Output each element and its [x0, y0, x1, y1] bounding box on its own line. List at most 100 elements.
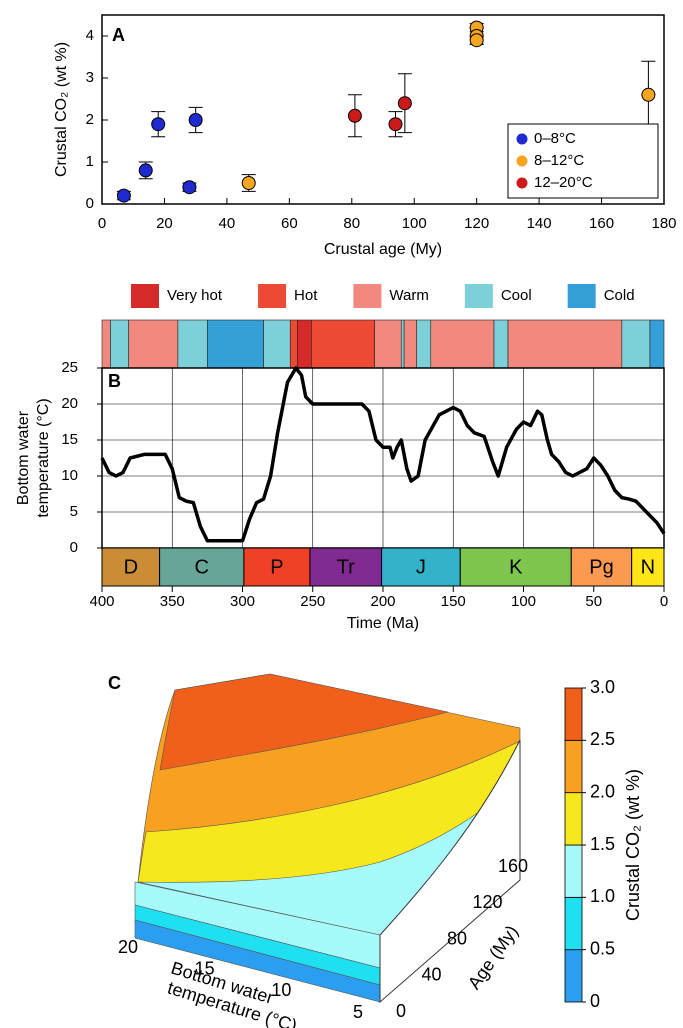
x-tick-label: 140 [527, 215, 552, 232]
climate-band [403, 319, 418, 369]
x-tick-label: 20 [156, 215, 173, 232]
y-tick-label: 0 [86, 195, 94, 212]
legend-label: Warm [389, 287, 428, 304]
panel-label: C [108, 673, 121, 693]
data-point [182, 180, 197, 195]
data-point [116, 188, 131, 203]
x-tick-label: 400 [89, 593, 114, 610]
colorbar-tick-label: 3.0 [590, 677, 615, 697]
y-tick-label: 40 [422, 965, 442, 985]
y-axis-label: temperature (°C) [35, 398, 52, 517]
legend-swatch [131, 284, 159, 308]
colorbar-tick-label: 2.0 [590, 781, 615, 801]
y-tick-label: 10 [61, 467, 78, 484]
y-axis-label: Age (My) [464, 922, 522, 993]
x-tick-label: 50 [585, 593, 602, 610]
period-label: N [641, 556, 655, 578]
y-tick-label: 3 [86, 69, 94, 86]
x-tick-label: 120 [464, 215, 489, 232]
climate-band [207, 319, 264, 369]
x-tick-label: 160 [589, 215, 614, 232]
climate-band [289, 319, 298, 369]
legend-swatch [258, 284, 287, 308]
climate-band [311, 319, 375, 369]
legend-swatch [464, 284, 493, 308]
data-point [397, 96, 412, 111]
legend-label: Very hot [167, 287, 223, 304]
x-tick-label: 0 [660, 593, 668, 610]
colorbar-tick-label: 0.5 [590, 938, 615, 958]
data-point [241, 176, 256, 190]
period-box [570, 547, 633, 587]
legend-label: Hot [294, 287, 318, 304]
x-tick-label: 40 [219, 215, 236, 232]
climate-band [400, 319, 405, 369]
legend-box [507, 123, 659, 199]
x-tick-label: 80 [343, 215, 360, 232]
period-box [381, 547, 461, 587]
x-tick-label: 60 [281, 215, 298, 232]
period-box [459, 547, 572, 587]
period-box [631, 547, 665, 587]
colorbar-segment [564, 687, 583, 741]
climate-band [649, 319, 665, 369]
period-box [243, 547, 311, 587]
period-label: K [509, 556, 523, 578]
period-label: Tr [337, 556, 355, 578]
y-tick-label: 4 [86, 27, 94, 44]
colorbar-segment [564, 949, 583, 1003]
climate-band [507, 319, 623, 369]
period-label: P [270, 556, 283, 578]
climate-band [110, 319, 129, 369]
colorbar-tick-label: 1.5 [590, 834, 615, 854]
surface-plot [134, 673, 521, 1004]
colorbar-segment [564, 844, 583, 898]
y-axis-label: Crustal CO₂ (wt %) [53, 42, 70, 177]
x-tick-label: 150 [441, 593, 466, 610]
data-point [151, 117, 166, 132]
legend-label: Cold [604, 287, 635, 304]
x-tick-label: 100 [511, 593, 536, 610]
plot-frame [101, 14, 665, 205]
legend-label: 8–12°C [534, 152, 584, 169]
legend-marker [516, 177, 528, 189]
panel-label: A [112, 25, 125, 45]
panel-label: B [108, 371, 121, 391]
x-tick-label: 250 [300, 593, 325, 610]
x-tick-label: 10 [271, 980, 291, 1000]
climate-band [101, 319, 111, 369]
period-label: C [195, 556, 209, 578]
y-tick-label: 1 [86, 153, 94, 170]
legend-label: Cool [501, 287, 532, 304]
climate-band [128, 319, 179, 369]
climate-band [263, 319, 291, 369]
x-tick-label: 180 [651, 215, 676, 232]
climate-band [374, 319, 402, 369]
y-tick-label: 15 [61, 431, 78, 448]
period-label: D [124, 556, 138, 578]
data-point [469, 33, 484, 48]
climate-band [493, 319, 509, 369]
data-point [347, 108, 362, 123]
legend-swatch [567, 284, 596, 308]
y-tick-label: 20 [61, 395, 78, 412]
x-tick-label: 200 [370, 593, 395, 610]
x-tick-label: 350 [160, 593, 185, 610]
climate-band [177, 319, 208, 369]
side-face [379, 739, 521, 1004]
y-tick-label: 0 [70, 539, 78, 556]
period-label: Pg [589, 556, 613, 578]
y-tick-label: 25 [61, 359, 78, 376]
colorbar-tick-label: 1.0 [590, 886, 615, 906]
period-box [159, 547, 245, 587]
x-axis-label: Crustal age (My) [324, 241, 442, 258]
data-point [138, 163, 153, 178]
colorbar-tick-label: 2.5 [590, 729, 615, 749]
colorbar-tick-label: 0 [590, 991, 600, 1011]
x-tick-label: 5 [353, 1002, 363, 1022]
x-tick-label: 100 [402, 215, 427, 232]
colorbar-segment [564, 792, 583, 846]
period-box [101, 547, 161, 587]
x-axis-label: Time (Ma) [347, 615, 419, 632]
